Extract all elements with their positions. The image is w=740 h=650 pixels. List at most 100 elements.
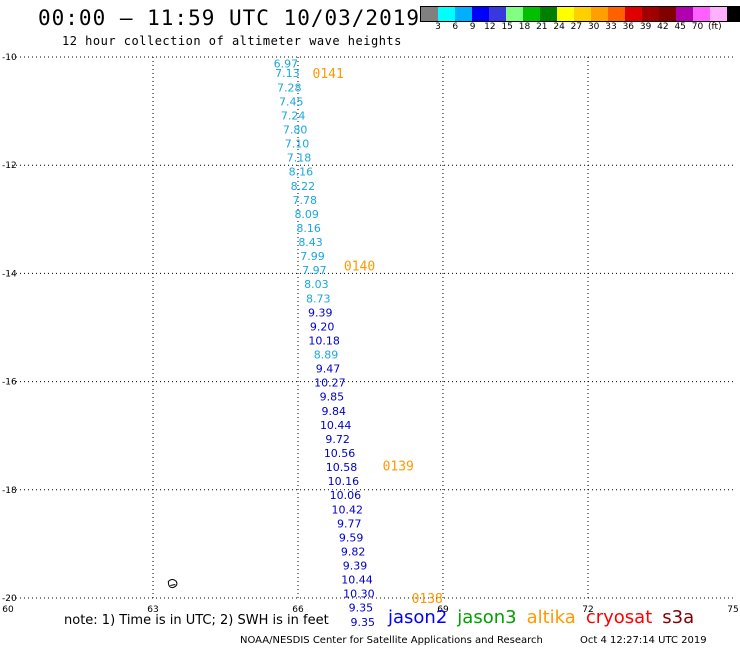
colorbar-swatch [540,7,557,21]
colorbar-label: 15 [501,22,513,32]
wave-height-label: 9.72 [325,433,350,446]
y-tick-label: -18 [2,486,17,496]
wave-height-label: 7.45 [279,95,304,108]
y-tick-label: -16 [2,378,17,388]
wave-height-label: 8.43 [298,236,323,249]
colorbar-label: 18 [518,22,531,32]
colorbar-label: 45 [674,22,686,32]
y-tick-label: -14 [2,269,17,279]
wave-height-label: 8.03 [304,278,329,291]
wave-height-label: 9.20 [310,320,335,333]
y-tick-label: -12 [2,161,17,171]
credit-text: NOAA/NESDIS Center for Satellite Applica… [240,635,543,646]
wave-height-label: 10.42 [332,503,364,516]
colorbar-swatch [472,7,489,21]
wave-height-label: 10.30 [343,588,375,601]
colorbar-swatch [523,7,540,21]
colorbar-swatch [574,7,591,21]
wave-height-colorbar [420,6,740,22]
wave-height-label: 7.80 [283,123,308,136]
wave-height-label: 8.73 [306,292,331,305]
colorbar-swatch [489,7,506,21]
x-tick-label: 72 [582,605,593,615]
wave-height-label: 7.13 [275,67,300,80]
colorbar-swatch [693,7,710,21]
x-tick-label: 63 [147,605,158,615]
colorbar-label: 30 [587,22,600,32]
satellite-name-cryosat: cryosat [585,607,653,628]
colorbar-swatch [557,7,574,21]
colorbar-swatch [591,7,608,21]
colorbar-label: 3 [435,22,441,32]
satellite-name-altika: altika [526,607,576,628]
generated-timestamp: Oct 4 12:27:14 UTC 2019 [580,635,707,646]
colorbar-label: 24 [553,22,565,32]
island-outline [167,578,178,589]
wave-height-label: 8.89 [314,349,339,362]
wave-height-label: 10.44 [320,419,352,432]
x-tick-label: 60 [2,605,14,615]
wave-height-label: 7.99 [300,250,325,263]
chart-subtitle: 12 hour collection of altimeter wave hei… [62,34,402,48]
wave-height-label: 9.39 [308,306,333,319]
colorbar-label: (ft) [708,22,722,32]
wave-height-label: 6.97 [274,57,299,70]
colorbar-swatch [625,7,642,21]
wave-height-label: 10.18 [308,334,340,347]
wave-height-label: 10.44 [341,574,373,587]
wave-height-label: 8.16 [289,166,314,179]
footer-note: note: 1) Time is in UTC; 2) SWH is in fe… [64,613,329,628]
colorbar-label: 36 [622,22,635,32]
colorbar-label: 70 [691,22,704,32]
colorbar-label: 21 [536,22,548,32]
wave-height-label: 8.22 [291,180,316,193]
wave-height-label: 10.16 [328,475,360,488]
satellite-name-jason2: jason2 [388,607,448,628]
wave-height-label: 10.58 [326,461,358,474]
pass-number-label: 0141 [313,67,344,82]
colorbar-label: 42 [657,22,669,32]
colorbar-swatch [642,7,659,21]
colorbar-swatch [438,7,455,21]
wave-height-label: 7.24 [281,109,306,122]
wave-height-label: 10.06 [330,489,362,502]
wave-height-label: 9.47 [316,363,341,376]
colorbar-swatch [676,7,693,21]
pass-number-label: 0138 [412,592,443,607]
wave-height-label: 9.84 [322,405,347,418]
colorbar-label: 6 [452,22,459,32]
wave-height-label: 10.56 [324,447,356,460]
colorbar-swatch [455,7,472,21]
wave-height-label: 9.77 [337,517,362,530]
colorbar-swatch [608,7,625,21]
colorbar-swatch [710,7,727,21]
satellite-legend: jason2 jason3 altika cryosat s3a [388,607,704,628]
satellite-name-s3a: s3a [662,607,695,628]
wave-height-label: 9.39 [343,560,368,573]
wave-height-label: 8.09 [294,208,319,221]
wave-height-label: 9.35 [351,616,376,629]
x-tick-label: 66 [292,605,304,615]
wave-height-label: 10.27 [314,377,346,390]
colorbar-label: 39 [639,22,652,32]
chart-title: 00:00 – 11:59 UTC 10/03/2019 [38,6,421,30]
pass-number-label: 0139 [383,459,414,474]
wave-height-label: 8.16 [296,222,321,235]
wave-height-label: 7.28 [277,81,302,94]
wave-height-label: 9.85 [320,391,345,404]
satellite-name-jason3: jason3 [457,607,517,628]
colorbar-label: 9 [469,22,476,32]
colorbar-swatch [506,7,523,21]
colorbar-swatch [727,7,740,21]
pass-number-label: 0140 [344,259,375,274]
wave-height-label: 7.10 [285,138,310,151]
wave-height-label: 7.18 [287,152,312,165]
colorbar-label: 12 [484,22,496,32]
x-tick-label: 69 [437,605,449,615]
colorbar-label: 33 [605,22,617,32]
y-tick-label: -10 [2,53,17,63]
y-tick-label: -20 [2,594,17,604]
x-tick-label: 75 [727,605,738,615]
wave-height-label: 7.78 [293,194,318,207]
